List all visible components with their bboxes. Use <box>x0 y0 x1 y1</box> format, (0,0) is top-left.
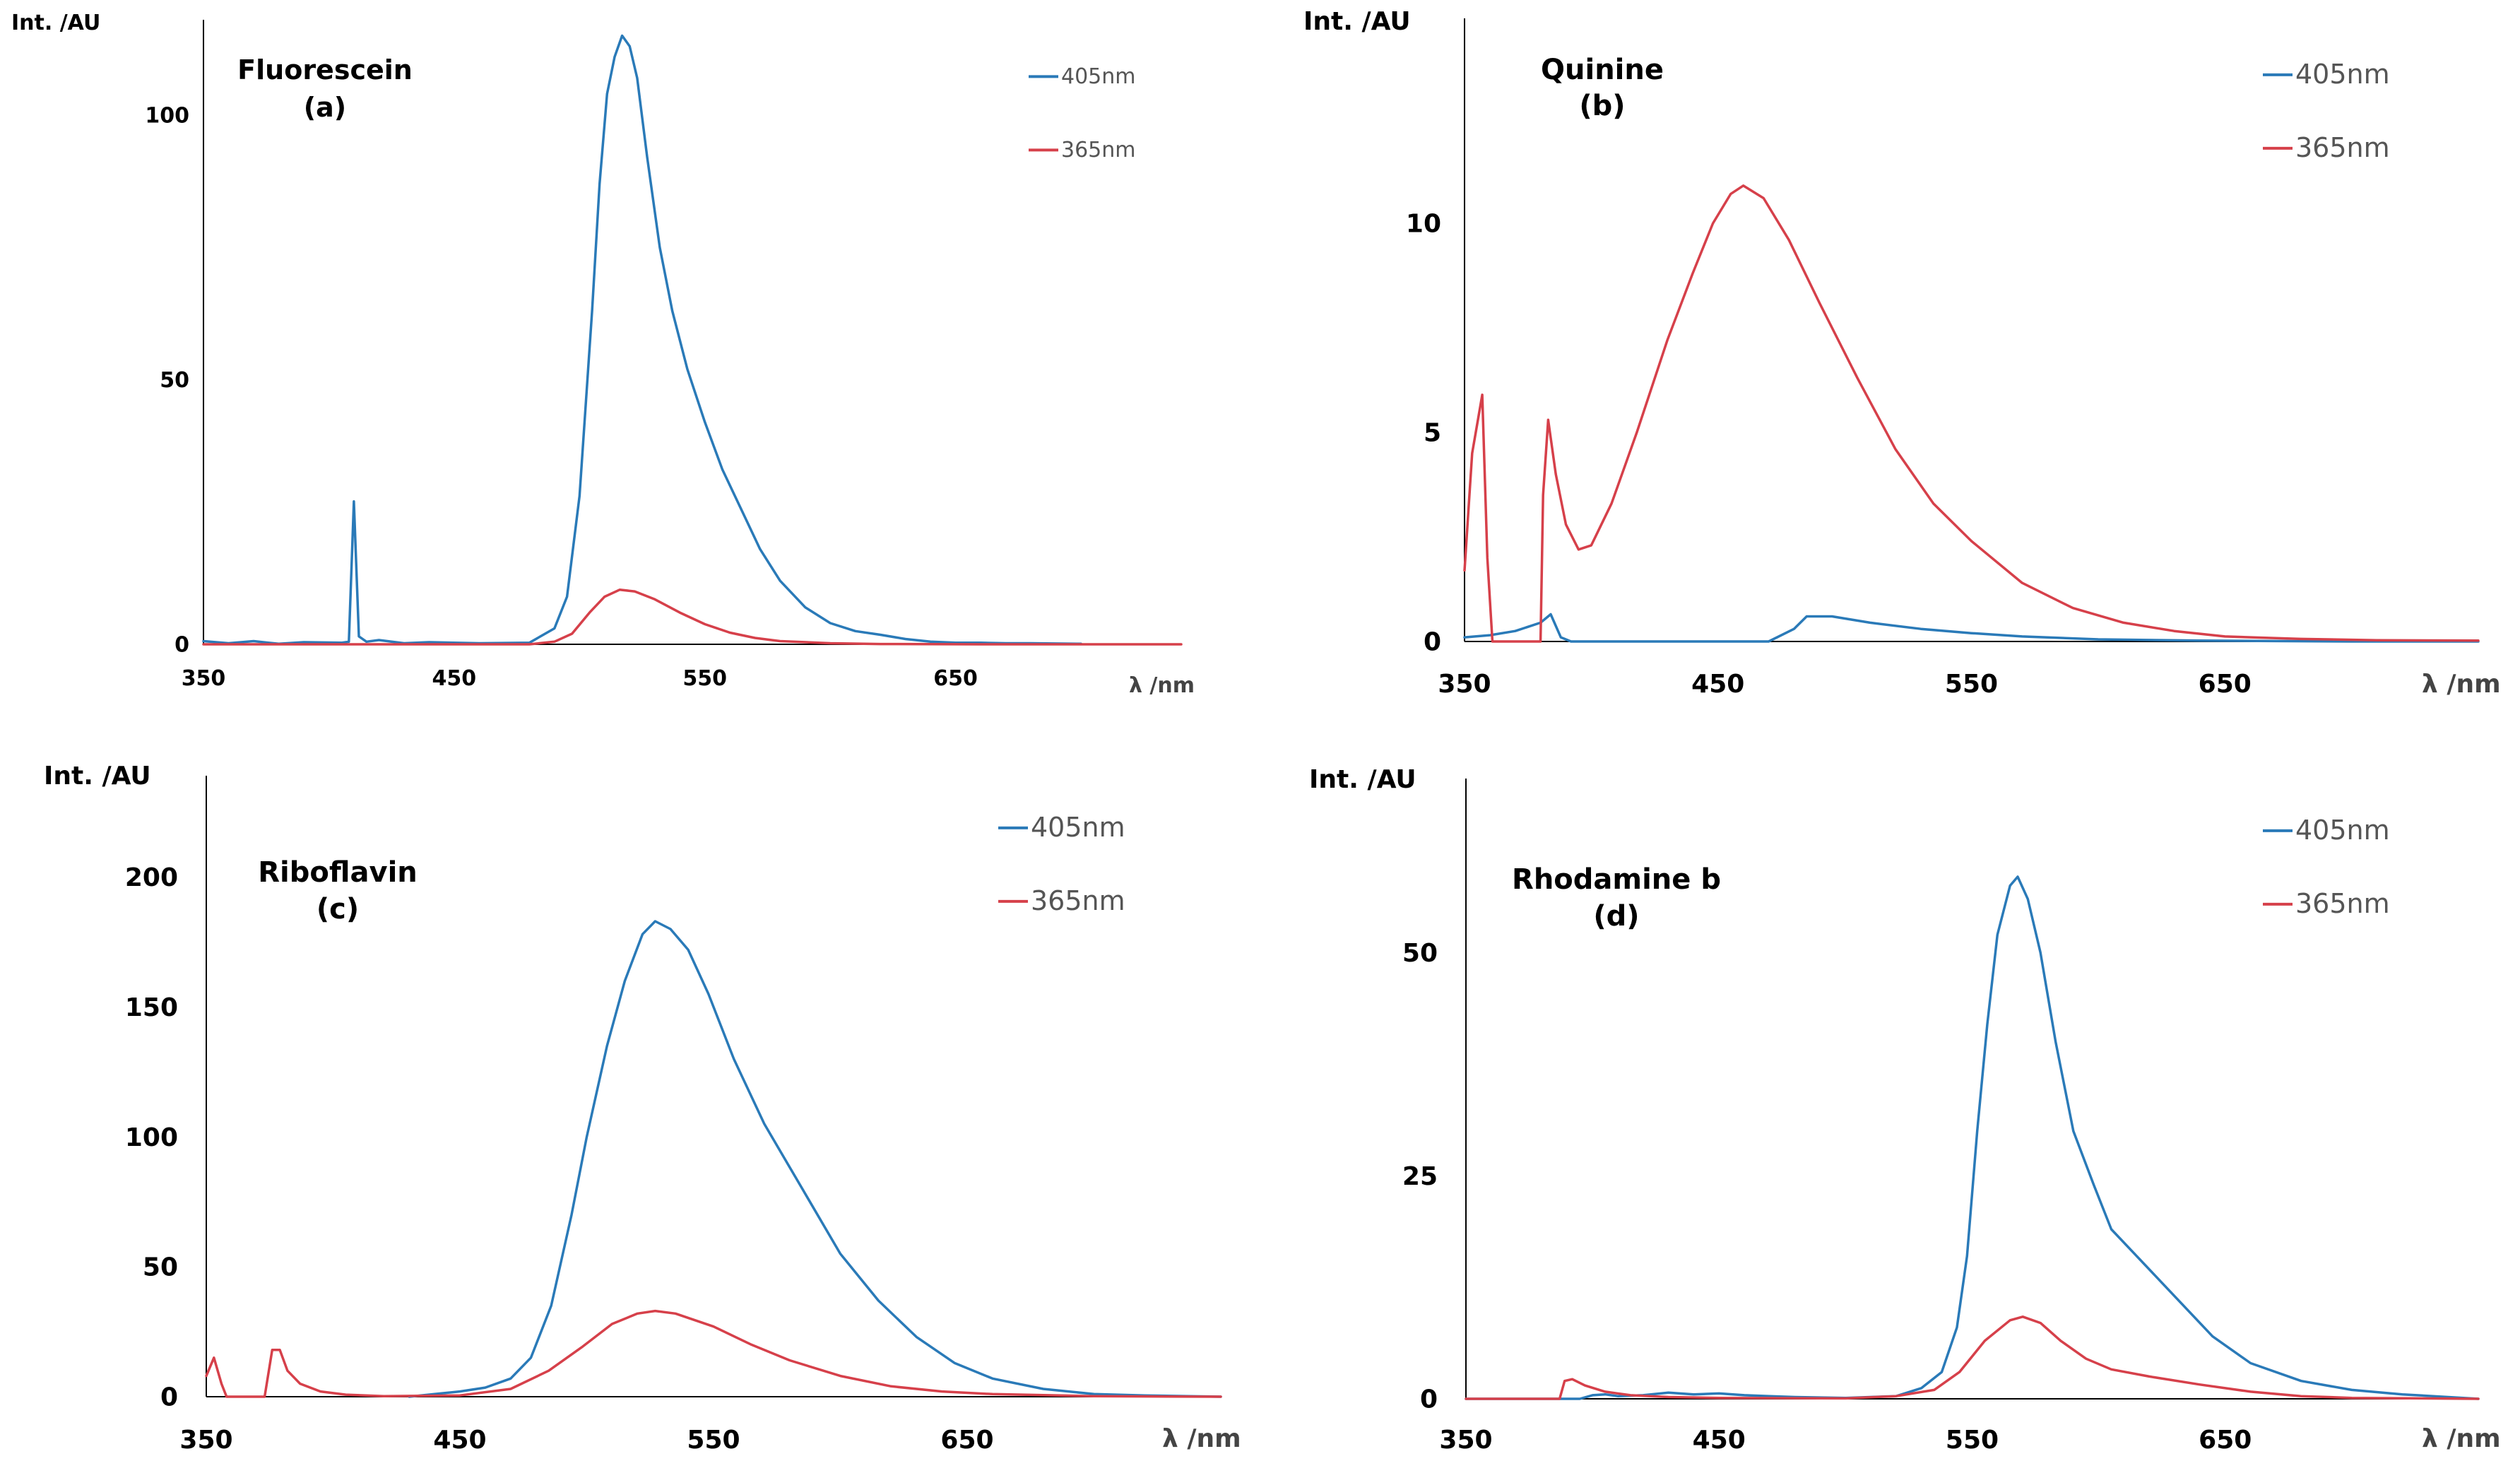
y-axis-label: Int. /AU <box>1303 7 1411 36</box>
panel-title: Rhodamine b <box>1512 863 1721 896</box>
chart-panel-a: 350 450 550 650 0 50 100 Int. /AU λ /nm Fluoresce… <box>11 11 1195 698</box>
x-tick-label: 450 <box>433 1426 486 1455</box>
y-axis-label: Int. /AU <box>11 11 100 35</box>
x-axis-label: λ /nm <box>2422 1424 2501 1453</box>
x-tick-label: 650 <box>2199 1426 2252 1455</box>
y-tick-label: 50 <box>143 1253 178 1282</box>
y-tick-label: 50 <box>160 368 189 393</box>
x-tick-label: 550 <box>682 666 727 691</box>
chart-panel-b: 350 450 550 650 0 5 10 Int. /AU λ /nm Quinine (b) 4… <box>1303 7 2501 699</box>
y-tick-label: 150 <box>125 993 178 1022</box>
x-tick-label: 350 <box>1439 1426 1492 1455</box>
series-line-405nm <box>202 34 1082 646</box>
x-tick-label: 350 <box>179 1426 232 1455</box>
legend-label-405nm: 405nm <box>1061 64 1136 89</box>
x-axis-label: λ /nm <box>1129 673 1195 698</box>
y-tick-label: 10 <box>1406 210 1441 239</box>
y-tick-label: 100 <box>125 1123 178 1152</box>
panel-title: Quinine <box>1541 54 1664 86</box>
panel-title: Fluorescein <box>237 54 413 85</box>
series-line-365nm <box>205 1309 1222 1398</box>
panel-label: (d) <box>1593 900 1639 933</box>
series-line-405nm <box>408 920 1222 1398</box>
legend-label-405nm: 405nm <box>2295 815 2390 846</box>
chart-panel-c: 350 450 550 650 0 50 100 150 200 Int. /AU λ /nm Rib… <box>44 762 1241 1455</box>
y-tick-label: 5 <box>1424 419 1441 448</box>
series-line-405nm <box>1463 613 2480 643</box>
series-line-365nm <box>1463 184 2480 643</box>
y-tick-label: 0 <box>1420 1385 1438 1414</box>
panel-title: Riboflavin <box>258 856 418 889</box>
y-tick-label: 200 <box>125 863 178 892</box>
series-line-405nm <box>1465 875 2480 1400</box>
y-tick-label: 0 <box>174 633 189 658</box>
x-tick-label: 450 <box>432 666 477 691</box>
x-tick-label: 550 <box>1945 670 1998 699</box>
x-tick-label: 450 <box>1691 670 1744 699</box>
panel-label: (a) <box>304 92 346 123</box>
chart-panel-d: 350 450 550 650 0 25 50 Int. /AU λ /nm Rhodamine … <box>1309 765 2501 1455</box>
legend-label-365nm: 365nm <box>1061 138 1136 162</box>
x-tick-label: 650 <box>940 1426 993 1455</box>
x-tick-label: 650 <box>2199 670 2252 699</box>
x-tick-label: 350 <box>182 666 226 691</box>
x-tick-label: 650 <box>933 666 978 691</box>
y-tick-label: 0 <box>160 1383 178 1412</box>
y-tick-label: 25 <box>1402 1162 1438 1191</box>
x-tick-label: 550 <box>1946 1426 1999 1455</box>
y-axis-label: Int. /AU <box>44 762 151 791</box>
y-tick-label: 100 <box>145 103 189 128</box>
legend-label-405nm: 405nm <box>2295 59 2390 90</box>
x-tick-label: 550 <box>687 1426 740 1455</box>
y-tick-label: 0 <box>1424 628 1441 657</box>
panel-label: (c) <box>317 893 359 925</box>
x-tick-label: 450 <box>1693 1426 1746 1455</box>
series-line-365nm <box>1465 1315 2480 1400</box>
y-tick-label: 50 <box>1402 939 1438 968</box>
x-axis-label: λ /nm <box>1162 1424 1241 1453</box>
legend-label-365nm: 365nm <box>2295 888 2390 919</box>
x-tick-label: 350 <box>1438 670 1491 699</box>
y-axis-label: Int. /AU <box>1309 765 1416 794</box>
panel-label: (b) <box>1579 90 1625 122</box>
series-line-365nm <box>202 588 1183 646</box>
legend-label-405nm: 405nm <box>1031 812 1125 843</box>
legend-label-365nm: 365nm <box>1031 885 1125 916</box>
x-axis-label: λ /nm <box>2422 670 2501 699</box>
legend-label-365nm: 365nm <box>2295 132 2390 163</box>
